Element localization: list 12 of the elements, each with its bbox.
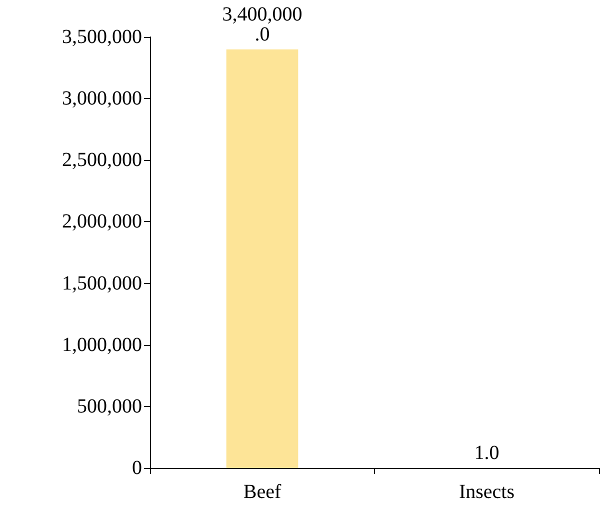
y-tick-label: 2,500,000: [62, 149, 142, 172]
data-label: 1.0: [474, 442, 500, 464]
y-tick-label: 0: [132, 457, 142, 479]
y-tick-label: 3,000,000: [62, 88, 142, 110]
y-tick-label: 1,500,000: [62, 272, 142, 294]
x-tick-label: Insects: [458, 481, 515, 503]
x-tick-label: Beef: [243, 481, 282, 503]
y-tick-label: 2,000,000: [62, 210, 142, 233]
y-tick-label: 500,000: [77, 395, 142, 418]
y-tick-label: 1,000,000: [62, 334, 142, 356]
data-label: 3,400,000.0: [222, 3, 302, 46]
y-tick-label: 3,500,000: [62, 26, 142, 48]
